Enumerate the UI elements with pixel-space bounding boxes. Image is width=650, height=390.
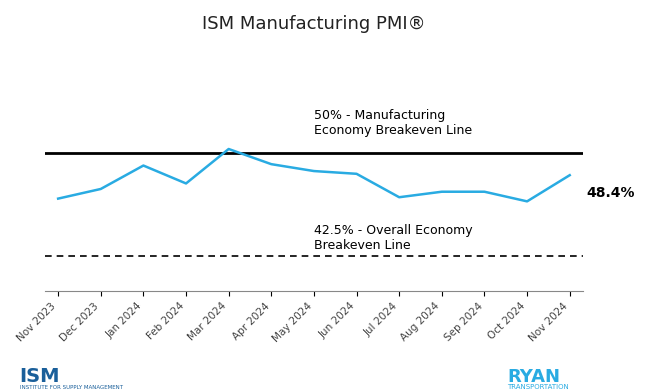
- Text: RYAN: RYAN: [507, 368, 560, 386]
- Text: TRANSPORTATION: TRANSPORTATION: [507, 384, 569, 390]
- Text: INSTITUTE FOR SUPPLY MANAGEMENT: INSTITUTE FOR SUPPLY MANAGEMENT: [20, 385, 122, 390]
- Text: 42.5% - Overall Economy
Breakeven Line: 42.5% - Overall Economy Breakeven Line: [314, 224, 473, 252]
- Title: ISM Manufacturing PMI®: ISM Manufacturing PMI®: [202, 15, 426, 33]
- Text: 48.4%: 48.4%: [587, 186, 635, 200]
- Text: 50% - Manufacturing
Economy Breakeven Line: 50% - Manufacturing Economy Breakeven Li…: [314, 108, 472, 136]
- Text: ISM: ISM: [20, 367, 60, 386]
